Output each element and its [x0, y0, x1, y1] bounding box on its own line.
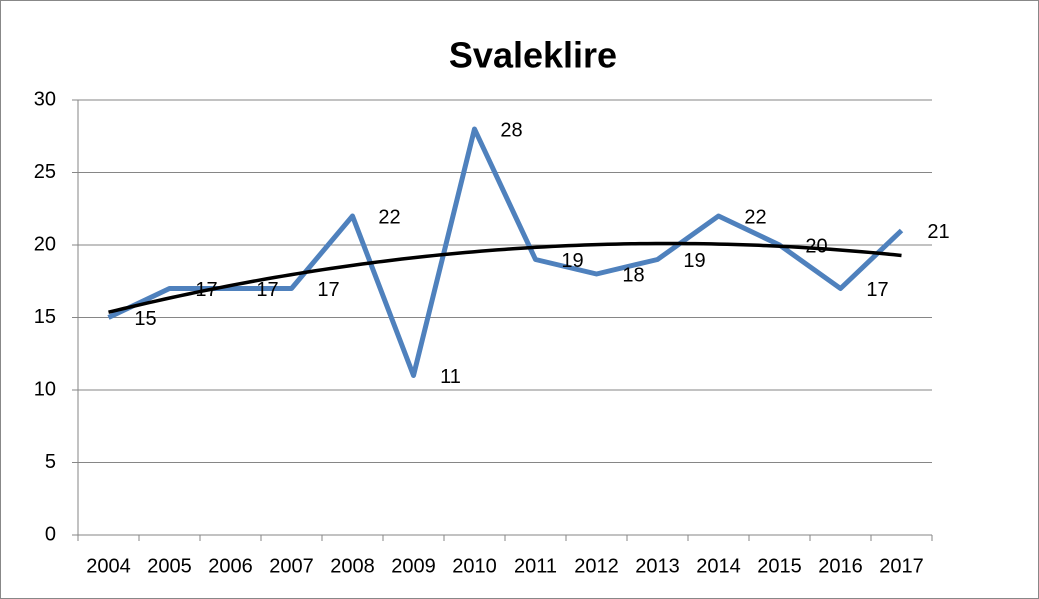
data-label: 18 — [622, 264, 644, 286]
data-label: 15 — [134, 308, 156, 330]
x-tick-label: 2012 — [574, 555, 619, 577]
data-label: 21 — [927, 221, 949, 243]
y-tick-label: 15 — [34, 306, 56, 328]
y-tick-label: 10 — [34, 378, 56, 400]
data-label: 19 — [561, 250, 583, 272]
data-label: 11 — [440, 366, 461, 388]
x-tick-label: 2005 — [147, 555, 192, 577]
data-label: 20 — [805, 235, 827, 257]
data-label: 17 — [866, 279, 888, 301]
x-tick-label: 2011 — [514, 555, 557, 577]
data-label: 22 — [378, 206, 400, 228]
x-tick-label: 2014 — [696, 555, 741, 577]
x-tick-label: 2010 — [452, 555, 497, 577]
data-label: 28 — [500, 119, 522, 141]
y-tick-label: 25 — [34, 161, 56, 183]
y-tick-label: 20 — [34, 233, 56, 255]
data-label: 22 — [744, 206, 766, 228]
data-label: 17 — [317, 279, 339, 301]
x-tick-label: 2013 — [635, 555, 680, 577]
x-tick-label: 2007 — [269, 555, 314, 577]
data-label: 17 — [256, 279, 278, 301]
x-tick-label: 2009 — [391, 555, 436, 577]
y-tick-label: 0 — [45, 523, 56, 545]
data-label: 19 — [683, 250, 705, 272]
x-tick-label: 2006 — [208, 555, 253, 577]
x-tick-label: 2015 — [757, 555, 802, 577]
trendline — [108, 241, 902, 314]
x-tick-label: 2016 — [818, 555, 863, 577]
line-series — [107, 126, 904, 378]
chart-title: Svaleklire — [449, 35, 617, 76]
y-tick-label: 5 — [45, 451, 56, 473]
x-tick-label: 2017 — [879, 555, 924, 577]
x-tick-label: 2004 — [86, 555, 131, 577]
y-tick-label: 30 — [34, 88, 56, 110]
x-tick-label: 2008 — [330, 555, 375, 577]
